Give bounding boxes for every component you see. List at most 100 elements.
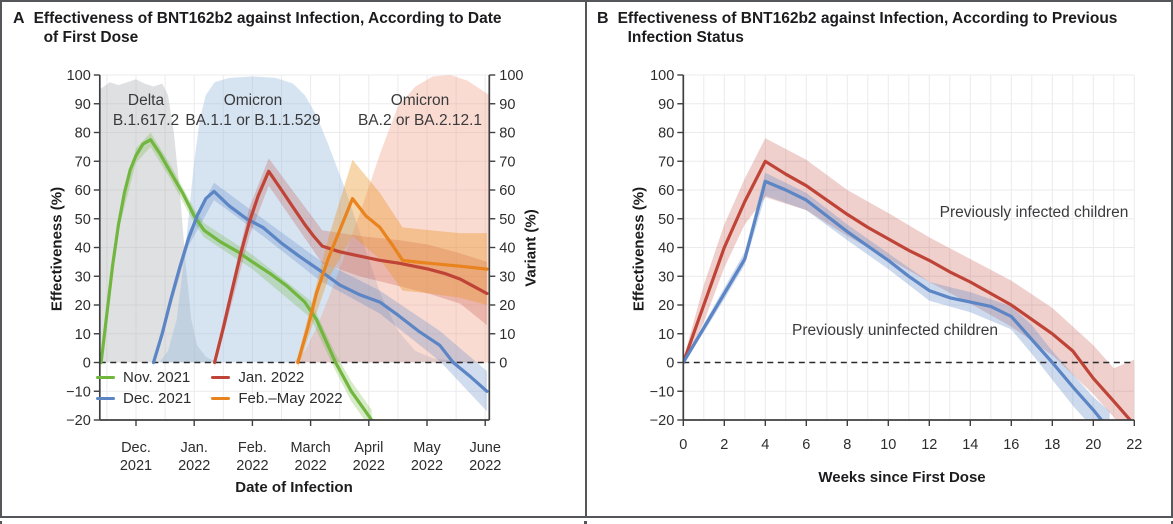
y2-tick-label: 70 <box>499 154 515 170</box>
series-line-previously-infected-children <box>683 159 1132 420</box>
y-tick-label: 80 <box>658 126 674 142</box>
x-tick-label: 4 <box>761 437 769 453</box>
x-tick-label: 20 <box>1085 437 1101 453</box>
series-line-previously-uninfected-children <box>683 179 1104 420</box>
annotation-previously-uninfected: Previously uninfected children <box>792 322 998 339</box>
legend-item-jan-2022: Jan. 2022 <box>211 369 342 386</box>
variant-label-omicron-ba1: Omicron BA.1.1 or B.1.1.529 <box>185 92 321 129</box>
legend-swatch-dec-2021 <box>96 396 115 401</box>
annotation-previously-infected: Previously infected children <box>939 204 1129 221</box>
x-tick-label: 10 <box>880 437 896 453</box>
y-tick-label: 40 <box>75 241 91 257</box>
x-tick-label: 2022 <box>294 458 326 474</box>
x-tick-label: Jan. <box>180 440 207 456</box>
tick-labels: 1009080706050403020100−10−20100908070605… <box>66 68 523 474</box>
y-tick-label: −10 <box>66 384 91 400</box>
x-tick-label: March <box>290 440 330 456</box>
y2-tick-label: 80 <box>499 126 515 142</box>
x-tick-label: 2022 <box>411 458 443 474</box>
x-tick-label: 6 <box>802 437 810 453</box>
y2-tick-label: 60 <box>499 183 515 199</box>
x-tick-label: 2022 <box>353 458 385 474</box>
legend-item-feb-may-2022: Feb.–May 2022 <box>211 390 343 407</box>
x-tick-label: May <box>413 440 441 456</box>
panel-a-chart: 1009080706050403020100−10−20100908070605… <box>66 68 523 474</box>
x-tick-label: April <box>354 440 383 456</box>
y-tick-label: −20 <box>66 413 91 429</box>
y2-tick-label: 40 <box>499 241 515 257</box>
y-tick-label: 60 <box>658 183 674 199</box>
panel-b-x-axis-title: Weeks since First Dose <box>818 469 986 486</box>
y2-tick-label: 10 <box>499 327 515 343</box>
x-tick-label: Feb. <box>238 440 267 456</box>
variant-area-omicron-ba-1-1-or-b-1-1-529 <box>159 76 490 363</box>
panel-a-x-axis-title: Date of Infection <box>235 479 353 496</box>
y2-tick-label: 90 <box>499 97 515 113</box>
series-line-jan-2022 <box>213 169 489 365</box>
panel-b-y-axis-title: Effectiveness (%) <box>630 186 648 312</box>
plot-area <box>99 75 490 420</box>
x-tick-label: 18 <box>1044 437 1060 453</box>
y-tick-label: −20 <box>650 413 675 429</box>
y-tick-label: 30 <box>658 269 674 285</box>
y-tick-label: 10 <box>658 327 674 343</box>
tick-marks <box>93 74 496 426</box>
series-line-feb-may-2022 <box>296 197 489 365</box>
next-row-panel-stub-right <box>584 521 1173 524</box>
y2-tick-label: 30 <box>499 269 515 285</box>
y-tick-label: 30 <box>75 269 91 285</box>
panel-a-title-text: Effectiveness of BNT162b2 against Infect… <box>33 10 502 46</box>
y-tick-label: 0 <box>83 356 91 372</box>
variant-label-delta: Delta B.1.617.2 <box>112 92 180 129</box>
x-tick-label: 2021 <box>120 458 152 474</box>
x-tick-label: 8 <box>843 437 851 453</box>
y2-tick-label: 50 <box>499 212 515 228</box>
x-tick-label: 22 <box>1126 437 1142 453</box>
y-tick-label: 80 <box>75 126 91 142</box>
x-tick-label: 0 <box>679 437 687 453</box>
y-tick-label: −10 <box>650 384 675 400</box>
x-tick-label: Dec. <box>121 440 151 456</box>
x-tick-label: 2022 <box>469 458 501 474</box>
y-tick-label: 100 <box>67 68 91 84</box>
variant-area-delta-b-1-617-2 <box>99 79 224 363</box>
panel-a-y-axis-title: Effectiveness (%) <box>48 186 66 312</box>
y2-tick-label: 0 <box>499 356 507 372</box>
y-tick-label: 0 <box>666 356 674 372</box>
x-tick-label: 2022 <box>236 458 268 474</box>
series-line-dec-2021 <box>151 189 489 393</box>
y-tick-label: 60 <box>75 183 91 199</box>
panel-a-legend: Nov. 2021 Jan. 2022 Dec. 2021 Feb.–May 2… <box>96 369 343 407</box>
confidence-band-jan-2022 <box>214 158 487 369</box>
y-tick-label: 40 <box>658 241 674 257</box>
legend-swatch-nov-2021 <box>96 375 115 380</box>
panel-divider <box>584 0 587 518</box>
series-line-nov-2021 <box>99 138 374 420</box>
panel-a-y2-axis-title: Variant (%) <box>522 209 540 287</box>
plot-area <box>683 138 1135 420</box>
y-tick-label: 20 <box>658 298 674 314</box>
variant-label-omicron-ba2: Omicron BA.2 or BA.2.12.1 <box>357 92 483 129</box>
x-tick-label: 16 <box>1003 437 1019 453</box>
legend-item-nov-2021: Nov. 2021 <box>96 369 191 386</box>
panel-a-title: A Effectiveness of BNT162b2 against Infe… <box>13 9 505 47</box>
x-tick-label: 2 <box>720 437 728 453</box>
tick-marks <box>677 74 1136 426</box>
variant-area-omicron-ba-2-or-ba-2-12-1 <box>293 75 490 363</box>
confidence-band-previously-uninfected-children <box>683 172 1110 420</box>
legend-swatch-jan-2022 <box>211 375 231 380</box>
y2-tick-label: 20 <box>499 298 515 314</box>
y-tick-label: 90 <box>658 97 674 113</box>
x-tick-label: 14 <box>962 437 978 453</box>
y-tick-label: 50 <box>658 212 674 228</box>
x-tick-label: June <box>469 440 500 456</box>
legend-swatch-feb-may-2022 <box>211 396 231 401</box>
panel-b-letter: B <box>597 10 609 27</box>
y-tick-label: 10 <box>75 327 91 343</box>
y-tick-label: 70 <box>75 154 91 170</box>
panel-a-letter: A <box>13 10 25 27</box>
